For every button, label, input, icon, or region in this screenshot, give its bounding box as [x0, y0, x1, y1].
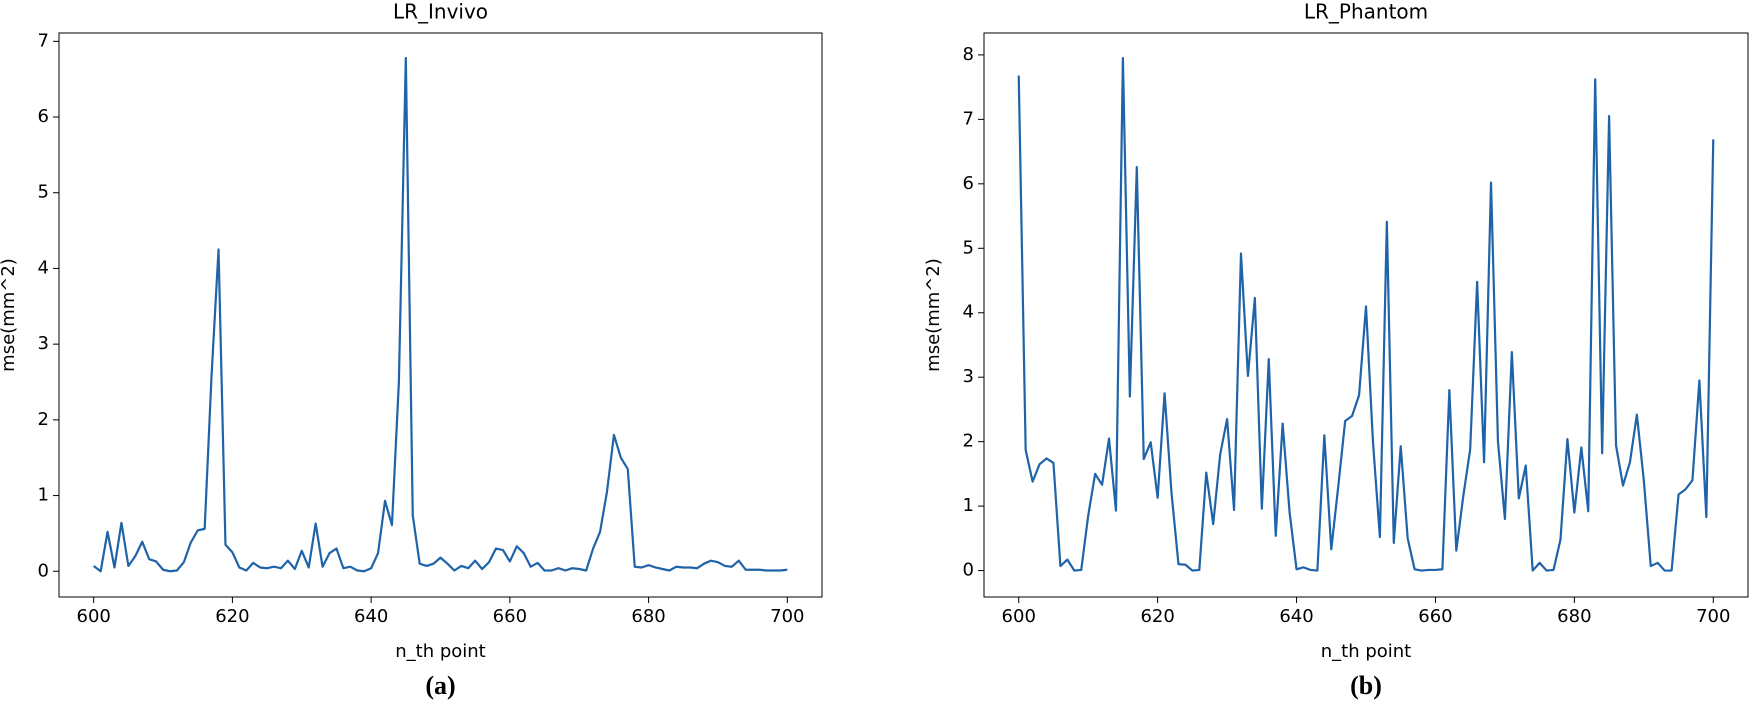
- x-tick-label: 620: [215, 606, 249, 627]
- x-tick-label: 600: [77, 606, 111, 627]
- x-tick-label: 640: [354, 606, 388, 627]
- chart-title: LR_Invivo: [393, 0, 488, 24]
- y-tick-label: 4: [963, 302, 974, 323]
- y-tick-label: 0: [38, 560, 49, 581]
- y-tick-label: 2: [38, 409, 49, 430]
- plot-frame: [58, 32, 823, 598]
- x-tick-label: 660: [493, 606, 527, 627]
- y-tick-label: 3: [38, 333, 49, 354]
- x-axis-label: n_th point: [395, 641, 486, 662]
- x-tick-label: 700: [770, 606, 804, 627]
- x-axis-label: n_th point: [1321, 641, 1412, 662]
- data-line: [1017, 57, 1715, 572]
- y-tick-label: 6: [38, 106, 49, 127]
- y-tick-label: 5: [963, 237, 974, 258]
- x-tick-label: 680: [1557, 606, 1591, 627]
- chart-title: LR_Phantom: [1304, 0, 1428, 24]
- y-tick-label: 2: [963, 431, 974, 452]
- y-tick-label: 0: [963, 560, 974, 581]
- y-tick-label: 1: [963, 495, 974, 516]
- y-tick-label: 5: [38, 182, 49, 203]
- x-tick-label: 680: [631, 606, 665, 627]
- x-tick-label: 640: [1279, 606, 1313, 627]
- y-tick-label: 8: [963, 44, 974, 65]
- y-tick-label: 3: [963, 366, 974, 387]
- y-tick-label: 1: [38, 485, 49, 506]
- y-tick-label: 7: [38, 30, 49, 51]
- y-tick-label: 4: [38, 257, 49, 278]
- caption: (a): [425, 671, 455, 700]
- y-tick-label: 7: [963, 108, 974, 129]
- x-tick-label: 700: [1696, 606, 1730, 627]
- x-tick-label: 600: [1002, 606, 1036, 627]
- y-axis-label: mse(mm^2): [0, 258, 19, 372]
- plot-frame: [983, 32, 1749, 598]
- caption: (b): [1350, 671, 1382, 700]
- y-axis-label: mse(mm^2): [923, 258, 944, 372]
- x-tick-label: 620: [1140, 606, 1174, 627]
- x-tick-label: 660: [1418, 606, 1452, 627]
- y-tick-label: 6: [963, 173, 974, 194]
- data-line: [93, 56, 788, 573]
